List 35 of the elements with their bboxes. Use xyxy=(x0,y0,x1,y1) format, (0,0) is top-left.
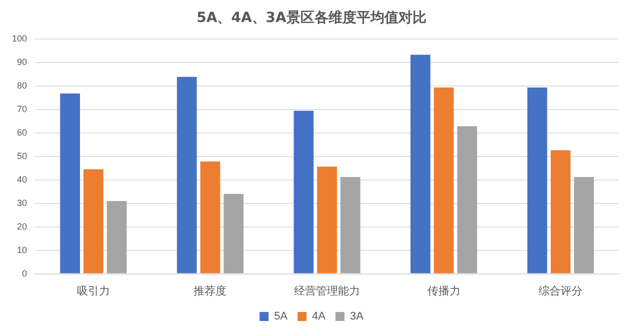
bar xyxy=(457,126,478,274)
bar xyxy=(410,54,430,274)
bar xyxy=(83,169,104,274)
x-tick-label: 推荐度 xyxy=(194,284,227,298)
y-tick-label: 100 xyxy=(12,33,28,44)
y-tick-label: 60 xyxy=(17,127,28,138)
y-tick-label: 30 xyxy=(17,198,28,208)
bar xyxy=(527,87,548,274)
y-tick-label: 50 xyxy=(17,150,28,161)
x-tick-label: 吸引力 xyxy=(76,284,110,298)
legend-label: 5A xyxy=(274,310,288,323)
y-tick-label: 20 xyxy=(17,221,28,232)
y-tick-label: 80 xyxy=(17,80,28,90)
bar xyxy=(60,94,80,274)
y-tick-label: 70 xyxy=(17,104,28,114)
chart-title: 5A、4A、3A景区各维度平均值对比 xyxy=(196,9,426,26)
bar xyxy=(550,150,571,274)
y-tick-label: 10 xyxy=(17,244,28,255)
bar xyxy=(224,194,244,274)
bar xyxy=(340,176,360,274)
y-tick-label: 90 xyxy=(17,56,28,67)
bar xyxy=(317,166,337,274)
y-tick-label: 40 xyxy=(17,174,28,184)
bar xyxy=(574,176,594,274)
bar xyxy=(200,161,220,274)
x-tick-label: 综合评分 xyxy=(538,284,583,298)
bar xyxy=(106,200,127,274)
bar xyxy=(294,110,314,274)
legend-label: 4A xyxy=(312,310,326,323)
legend-label: 3A xyxy=(350,310,364,323)
x-tick-label: 传播力 xyxy=(427,284,460,298)
bar xyxy=(176,76,197,274)
x-tick-label: 经营管理能力 xyxy=(294,284,360,298)
bar xyxy=(434,87,454,274)
y-tick-label: 0 xyxy=(22,268,28,278)
